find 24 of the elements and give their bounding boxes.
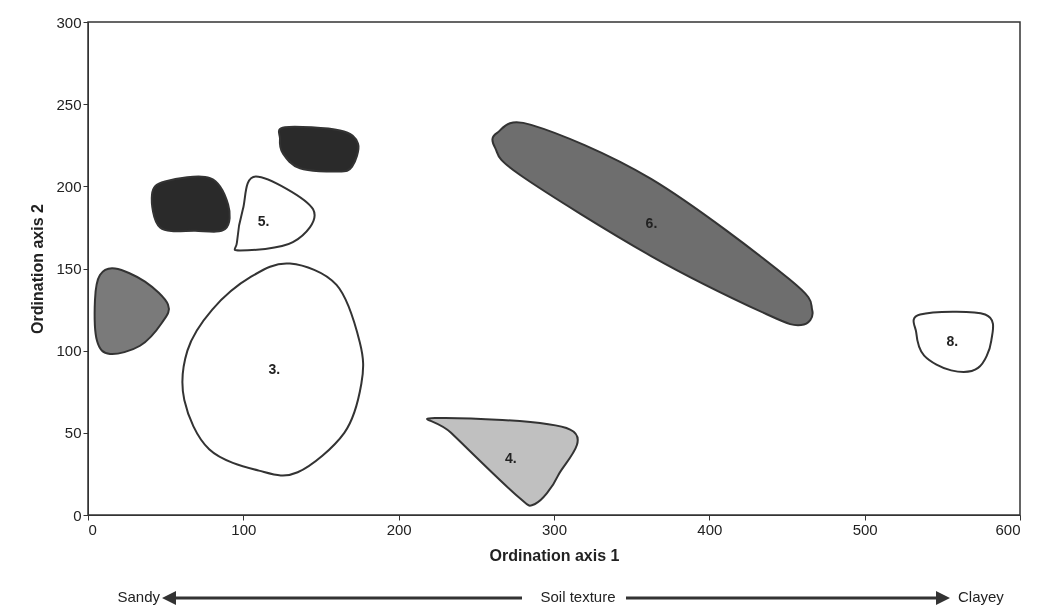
y-axis-title: Ordination axis 2 — [29, 203, 47, 334]
x-axis-title: Ordination axis 1 — [489, 546, 620, 564]
x-tick-label: 500 — [852, 520, 878, 538]
y-tick-label: 300 — [56, 13, 82, 31]
x-tick-label: 600 — [995, 520, 1021, 538]
y-tick-label: 0 — [73, 506, 82, 524]
x-tick-label: 200 — [386, 520, 412, 538]
series-label: 6. — [645, 215, 658, 232]
x-tick-label: 400 — [697, 520, 723, 538]
y-tick-label: 250 — [56, 95, 82, 113]
y-tick-label: 150 — [56, 260, 82, 277]
y-tick-label: 200 — [56, 177, 82, 195]
y-tick-label: 50 — [64, 424, 82, 442]
y-tick-label: 100 — [56, 342, 82, 360]
text: Clayey — [958, 588, 1004, 605]
series-label: 3. — [268, 360, 281, 377]
x-tick-label: 100 — [231, 520, 257, 538]
x-tick-label: 0 — [88, 520, 97, 538]
text: Soil texture — [534, 588, 622, 605]
series-label: 4. — [505, 450, 517, 467]
x-tick-label: 300 — [541, 520, 568, 538]
text: Sandy — [117, 588, 160, 605]
series-label: 8. — [946, 333, 959, 350]
series-label: 5. — [257, 212, 270, 229]
